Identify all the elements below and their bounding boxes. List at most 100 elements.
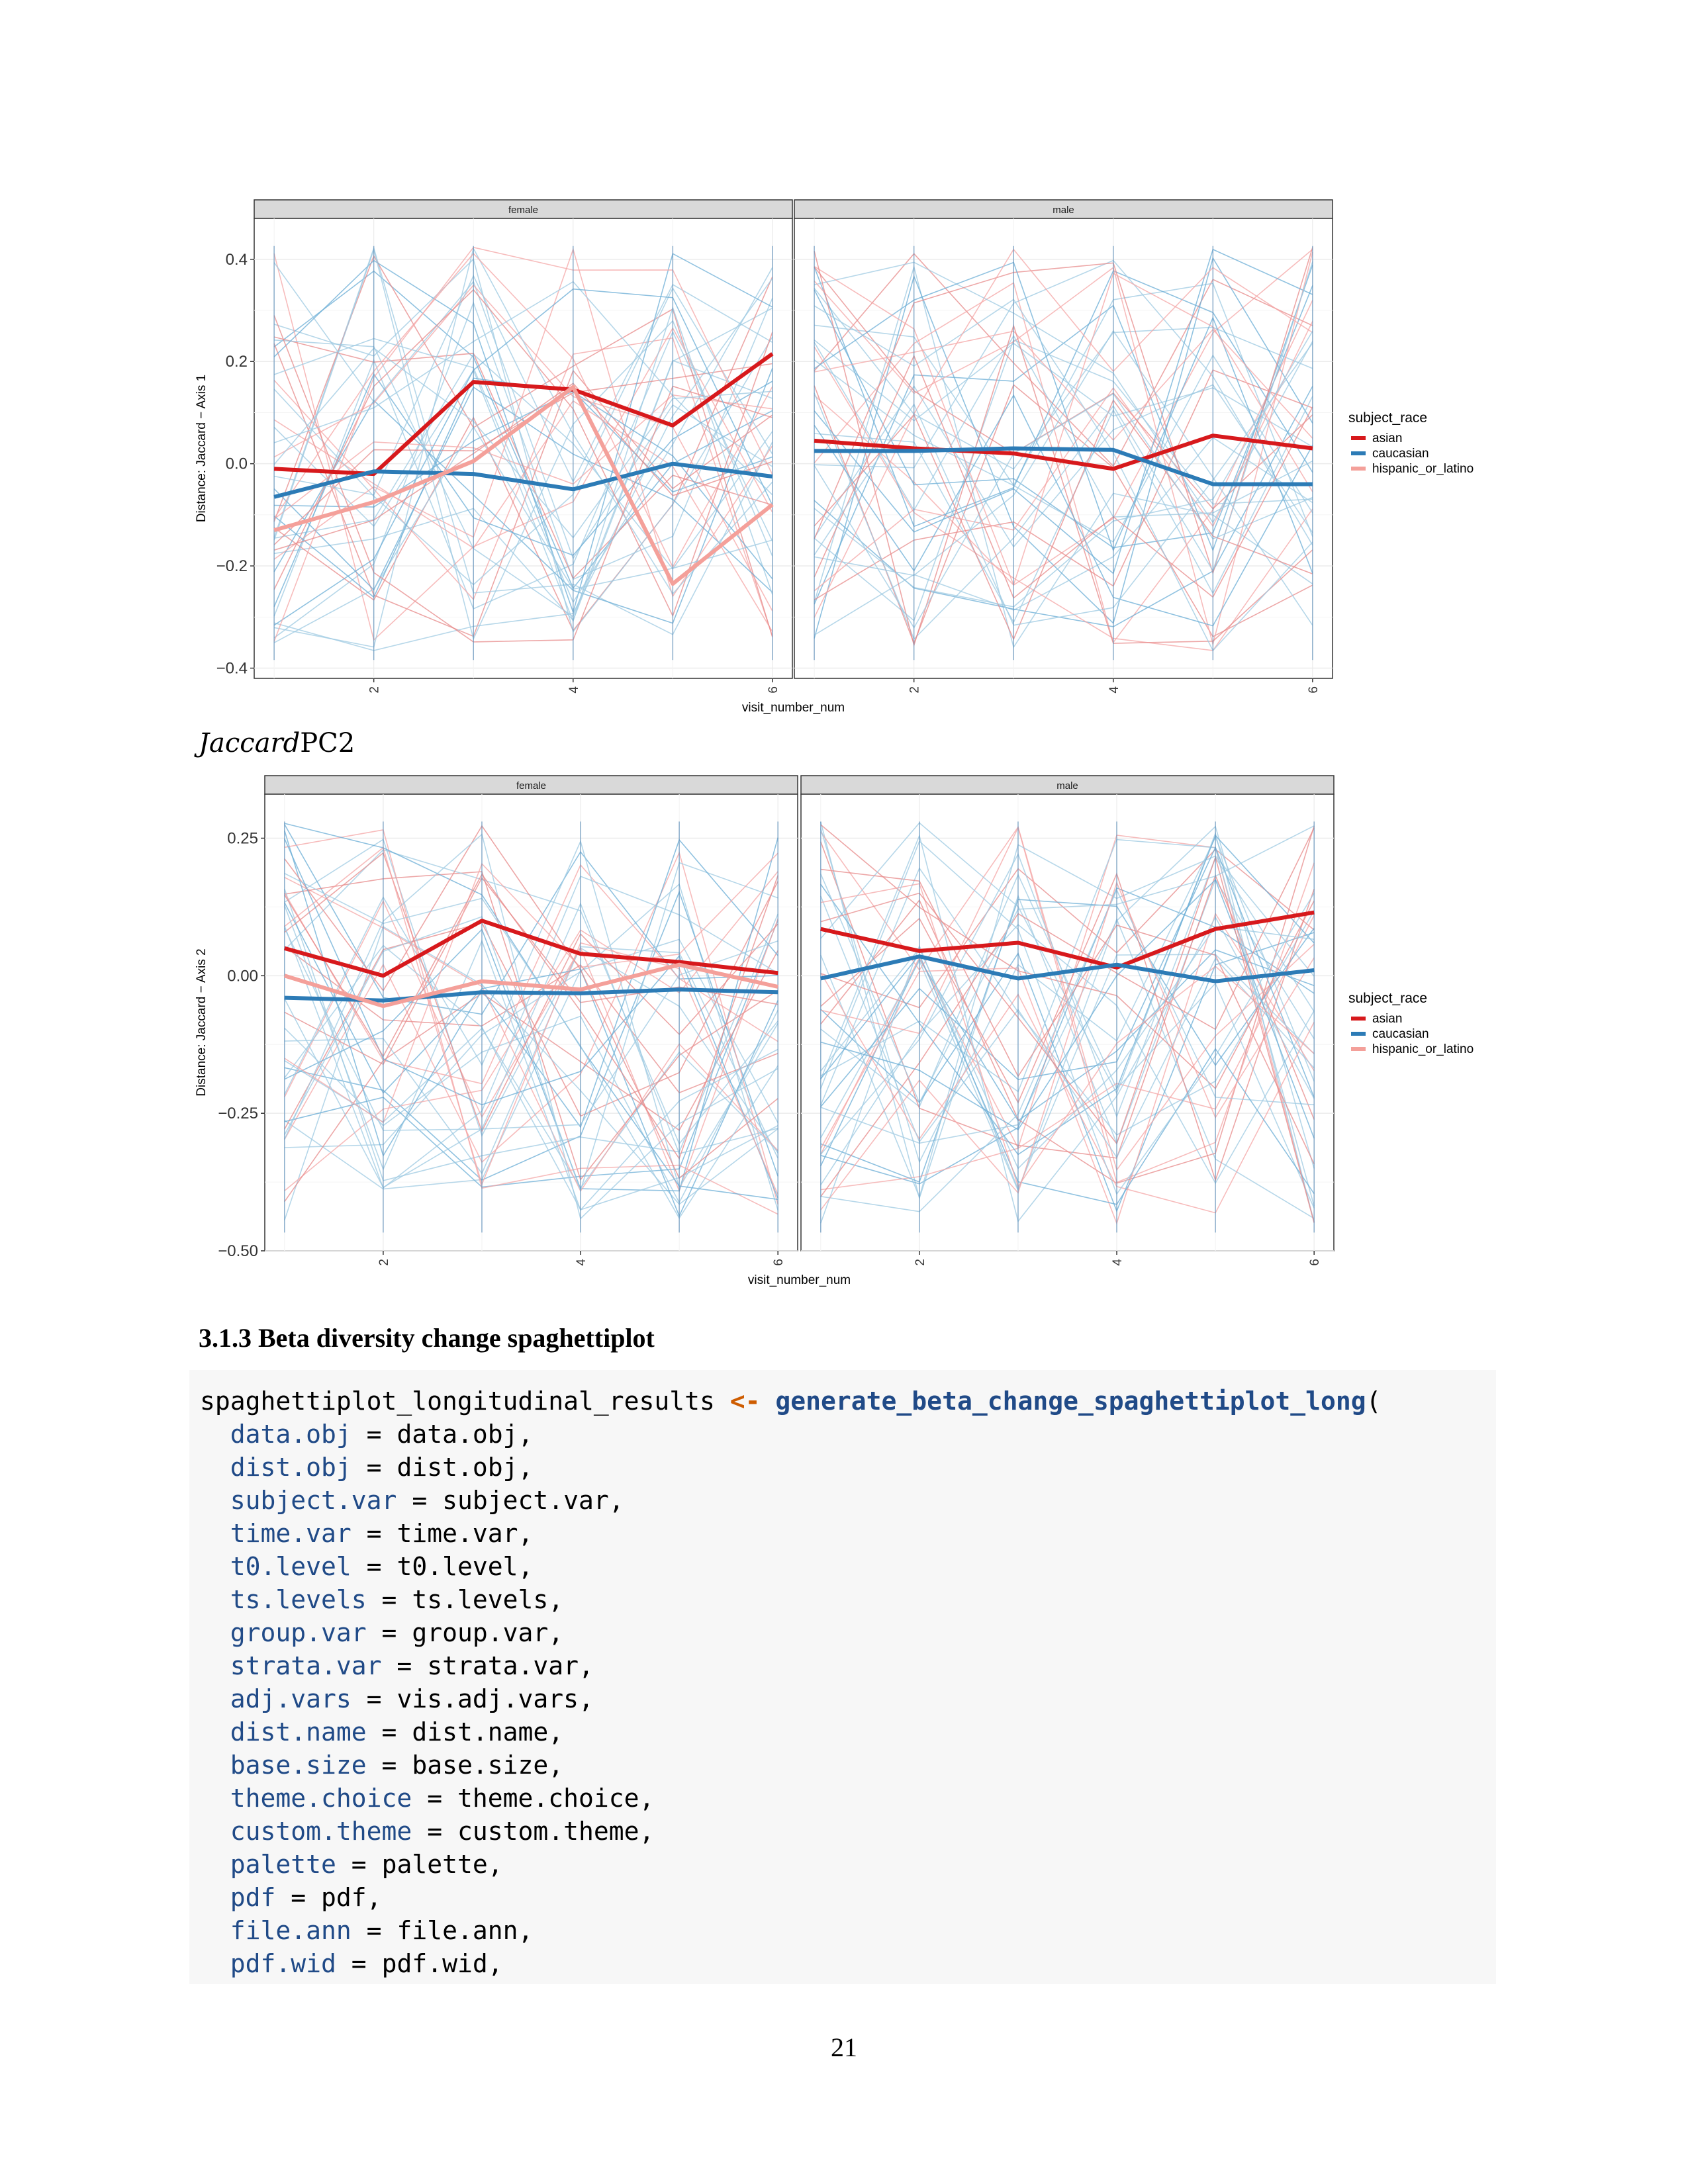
code-arg-value: file.ann, xyxy=(397,1916,534,1945)
subject-line xyxy=(273,270,773,590)
panel-background xyxy=(264,794,798,1251)
subject-line xyxy=(284,873,778,1160)
subject-line xyxy=(273,287,773,586)
subject-line xyxy=(273,307,773,621)
subject-line xyxy=(820,855,1315,1223)
code-function-name: generate_beta_change_spaghettiplot_long xyxy=(775,1387,1366,1416)
subject-line xyxy=(820,888,1315,1212)
x-tick-label: 6 xyxy=(1308,1259,1322,1266)
code-arg-name: palette xyxy=(230,1850,336,1879)
code-open-paren: ( xyxy=(1366,1387,1382,1416)
subject-line xyxy=(284,876,778,1193)
series-line-hispanic_or_latino xyxy=(273,385,774,586)
y-tick-label: −0.50 xyxy=(218,1242,258,1260)
subject-line xyxy=(814,396,1313,624)
subject-line xyxy=(820,867,1315,1136)
subject-line xyxy=(273,368,773,624)
code-arg-value: data.obj, xyxy=(397,1420,534,1449)
subject-line xyxy=(273,383,773,551)
code-arg-value: pdf, xyxy=(321,1883,382,1912)
x-tick-label: 2 xyxy=(368,686,382,694)
legend-title: subject_race xyxy=(1348,991,1427,1006)
code-arg-value: custom.theme, xyxy=(457,1817,655,1846)
subject-line xyxy=(820,917,1315,1219)
subject-line xyxy=(273,306,773,623)
x-tick-label: 4 xyxy=(1107,686,1121,694)
facet-strip-label: male xyxy=(1056,780,1078,792)
y-tick-label: 0.0 xyxy=(226,455,248,473)
subject-line xyxy=(820,827,1315,1197)
x-tick-label: 6 xyxy=(772,1259,786,1266)
code-arg-name: group.var xyxy=(230,1618,367,1647)
panel-female: female 2 4 6 xyxy=(264,775,798,1266)
facet-strip xyxy=(794,199,1333,219)
subject-line xyxy=(273,288,773,626)
subject-line xyxy=(814,394,1313,627)
subject-line xyxy=(820,825,1315,1105)
code-arg-name: strata.var xyxy=(230,1651,382,1680)
subject-line xyxy=(284,902,778,1154)
subject-line xyxy=(284,946,778,1094)
panel-female: female 2 4 6 xyxy=(254,199,793,694)
x-tick-label: 6 xyxy=(1307,686,1321,694)
series-line-asian xyxy=(283,919,778,978)
subject-line xyxy=(820,915,1315,1191)
subject-line xyxy=(820,824,1315,1090)
subject-line xyxy=(274,340,773,617)
subject-lines xyxy=(814,246,1313,660)
subject-line xyxy=(820,895,1315,1159)
subject-line xyxy=(814,354,1313,543)
subject-line xyxy=(814,259,1313,546)
subject-line xyxy=(284,944,778,1210)
subject-line xyxy=(284,823,778,1201)
x-tick-label: 2 xyxy=(377,1259,391,1266)
subject-line xyxy=(814,330,1313,626)
y-axis-title: Distance: Jaccard − Axis 1 xyxy=(195,375,209,522)
code-arg-name: ts.levels xyxy=(230,1585,367,1614)
facet-strip-label: female xyxy=(516,780,546,792)
subject-line xyxy=(273,337,773,637)
legend-title: subject_race xyxy=(1348,410,1427,426)
subject-line xyxy=(284,902,778,1218)
code-arg-value: ts.levels, xyxy=(412,1585,564,1614)
code-assign-op: <- xyxy=(729,1387,761,1416)
y-tick-label: −0.25 xyxy=(218,1105,258,1122)
subject-line xyxy=(820,932,1315,1213)
page-number: 21 xyxy=(831,2032,857,2062)
subject-line xyxy=(284,830,778,1158)
subject-line xyxy=(273,347,773,539)
subject-lines xyxy=(820,821,1315,1233)
series-line-asian xyxy=(820,910,1315,970)
subject-line xyxy=(273,254,773,637)
subject-line xyxy=(814,265,1313,587)
subject-line xyxy=(820,840,1315,1195)
subject-line xyxy=(284,852,778,1133)
y-tick-label: 0.4 xyxy=(226,251,248,269)
code-block: spaghettiplot_longitudinal_results <- ge… xyxy=(189,1370,1496,1984)
code-arg-value: subject.var, xyxy=(442,1486,624,1515)
subject-line xyxy=(814,398,1313,641)
subject-line xyxy=(284,852,778,1124)
code-arg-name: theme.choice xyxy=(230,1784,412,1813)
code-arg-name: subject.var xyxy=(230,1486,397,1515)
subject-line xyxy=(814,346,1313,651)
facet-strip-label: male xyxy=(1053,205,1074,216)
subject-line xyxy=(814,298,1313,652)
subject-line xyxy=(284,833,778,1220)
subject-line xyxy=(284,839,778,1154)
subject-line xyxy=(284,846,778,1195)
subject-line xyxy=(814,354,1313,599)
code-arg-value: palette, xyxy=(381,1850,503,1879)
subject-line xyxy=(284,839,778,1189)
series-line-caucasian xyxy=(814,446,1313,486)
code-arg-name: dist.name xyxy=(230,1717,367,1747)
y-tick-label: 0.00 xyxy=(227,967,258,985)
subject-line xyxy=(814,369,1313,600)
code-arg-name: pdf xyxy=(230,1883,276,1912)
code-arg-name: t0.level xyxy=(230,1552,352,1581)
subject-line xyxy=(273,426,773,643)
section-label-italic: Jaccard xyxy=(199,728,301,758)
code-arg-name: custom.theme xyxy=(230,1817,412,1846)
legend-label: hispanic_or_latino xyxy=(1372,462,1474,476)
